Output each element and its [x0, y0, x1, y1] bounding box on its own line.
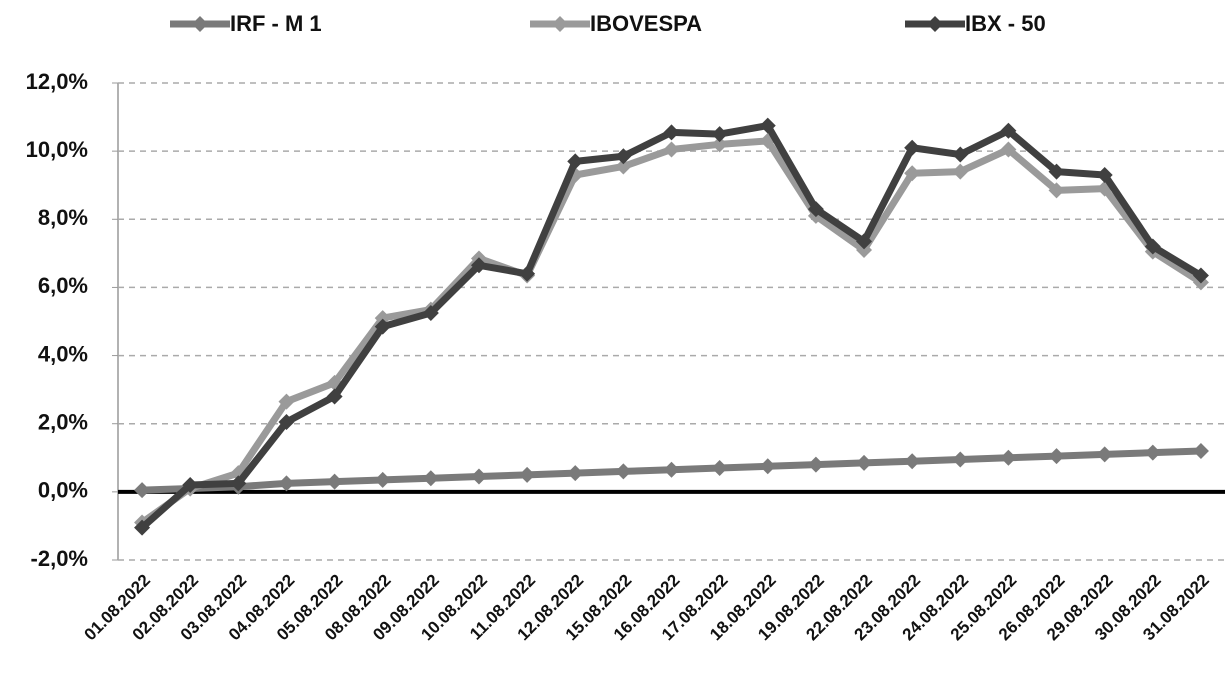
marker [422, 470, 439, 487]
marker [952, 163, 969, 180]
marker [711, 126, 728, 143]
marker [567, 153, 584, 170]
marker [374, 471, 391, 488]
marker [134, 482, 151, 499]
marker [1096, 166, 1113, 183]
marker [759, 117, 776, 134]
marker [278, 393, 295, 410]
marker [1048, 182, 1065, 199]
y-tick-label: 6,0% [38, 273, 88, 298]
y-tick-label: 0,0% [38, 478, 88, 503]
marker [952, 451, 969, 468]
y-tick-label: 4,0% [38, 341, 88, 366]
marker [422, 304, 439, 321]
marker [663, 124, 680, 141]
marker [278, 475, 295, 492]
marker [1192, 442, 1209, 459]
marker [470, 257, 487, 274]
marker [856, 233, 873, 250]
marker [230, 475, 247, 492]
legend-marker [552, 16, 568, 32]
marker [615, 148, 632, 165]
marker [1144, 238, 1161, 255]
y-tick-label: -2,0% [31, 546, 88, 571]
legend-label: IBX - 50 [965, 11, 1046, 36]
marker [1048, 163, 1065, 180]
marker [1192, 267, 1209, 284]
marker [663, 141, 680, 158]
y-tick-label: 2,0% [38, 410, 88, 435]
legend-marker [927, 16, 943, 32]
marker [1000, 122, 1017, 139]
y-tick-label: 12,0% [26, 69, 88, 94]
marker [904, 453, 921, 470]
marker [663, 461, 680, 478]
marker [567, 465, 584, 482]
legend-label: IRF - M 1 [230, 11, 322, 36]
marker [807, 201, 824, 218]
marker [374, 318, 391, 335]
marker [326, 388, 343, 405]
marker [615, 158, 632, 175]
marker [711, 460, 728, 477]
marker [278, 414, 295, 431]
marker [134, 519, 151, 536]
marker [182, 477, 199, 494]
marker [1000, 449, 1017, 466]
legend-marker [192, 16, 208, 32]
marker [952, 146, 969, 163]
y-tick-label: 10,0% [26, 137, 88, 162]
marker [1144, 444, 1161, 461]
marker [711, 136, 728, 153]
marker [904, 165, 921, 182]
marker [470, 468, 487, 485]
legend-label: IBOVESPA [590, 11, 702, 36]
y-tick-label: 8,0% [38, 205, 88, 230]
marker [1000, 141, 1017, 158]
marker [326, 473, 343, 490]
marker [759, 458, 776, 475]
marker [1048, 448, 1065, 465]
marker [519, 265, 536, 282]
marker [1096, 446, 1113, 463]
marker [615, 463, 632, 480]
marker [519, 466, 536, 483]
marker [807, 456, 824, 473]
marker [856, 241, 873, 258]
marker [856, 454, 873, 471]
marker [904, 139, 921, 156]
